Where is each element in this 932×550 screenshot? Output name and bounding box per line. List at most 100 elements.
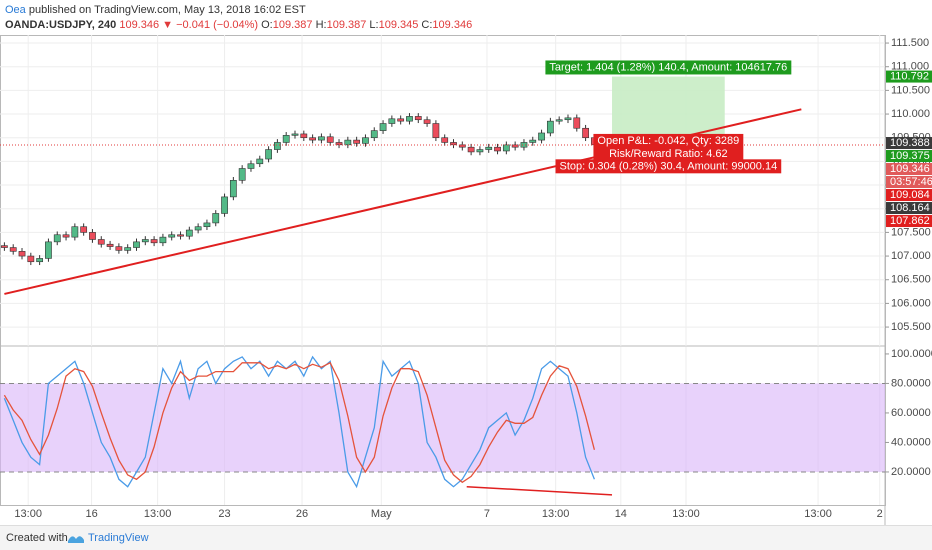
x-tick-label: 13:00 bbox=[144, 508, 172, 520]
candle-body bbox=[106, 243, 114, 247]
candle-body bbox=[318, 136, 325, 141]
candle-body bbox=[467, 146, 475, 153]
l-label: L: bbox=[369, 19, 379, 31]
candle-body bbox=[177, 234, 184, 237]
candle-body bbox=[36, 258, 44, 263]
candle-body bbox=[115, 246, 123, 251]
candle-body bbox=[564, 117, 572, 121]
candle-body bbox=[291, 133, 299, 136]
candle-body bbox=[441, 137, 449, 143]
o-label: O: bbox=[261, 19, 273, 31]
target-zone bbox=[612, 76, 725, 144]
axis-marker bbox=[886, 189, 932, 202]
axis-marker bbox=[886, 150, 932, 163]
x-tick-label: 26 bbox=[296, 508, 308, 520]
candle-body bbox=[370, 130, 378, 139]
axis-marker bbox=[886, 163, 932, 176]
y-tick-label: 106.000 bbox=[891, 297, 931, 309]
candle-body bbox=[62, 234, 70, 238]
axis-marker-label: 109.375 bbox=[890, 150, 930, 162]
y-tick-label: 110.000 bbox=[891, 108, 930, 120]
candle-body bbox=[511, 144, 519, 148]
candle-body bbox=[203, 222, 211, 228]
x-tick-label: 13:00 bbox=[804, 508, 832, 520]
candle-body bbox=[538, 132, 545, 141]
band-fill bbox=[0, 383, 885, 472]
candle-body bbox=[529, 139, 537, 143]
candle-body bbox=[388, 118, 396, 124]
candle-body bbox=[80, 226, 88, 233]
y-tick-label: 110.500 bbox=[891, 84, 930, 96]
candle-body bbox=[212, 213, 220, 224]
axis-marker-label: 109.388 bbox=[890, 137, 930, 149]
change: −0.041 (−0.04%) bbox=[176, 19, 259, 31]
candle-body bbox=[274, 142, 281, 150]
candle-body bbox=[485, 146, 493, 150]
y-tick-label: 111.500 bbox=[891, 37, 929, 49]
candle-body bbox=[335, 142, 343, 146]
chart: 13:00 16 13:00 23 26 May 7 13:00 14 13:00 13:00 2 10… bbox=[0, 35, 932, 525]
candle-body bbox=[221, 196, 228, 214]
candle-body bbox=[502, 144, 510, 152]
candle-body bbox=[282, 135, 290, 143]
symbol-line: OANDA:USDJPY, 240 109.346 ▼ −0.041 (−0.0… bbox=[5, 19, 472, 31]
candle-body bbox=[494, 146, 501, 152]
candle-body bbox=[546, 120, 554, 134]
stoch-line bbox=[3, 355, 596, 489]
o: 109.387 bbox=[272, 19, 313, 31]
axis-marker-label: 109.084 bbox=[890, 189, 930, 201]
candle-body bbox=[256, 158, 264, 165]
brand[interactable]: TradingView bbox=[88, 532, 149, 544]
candle-body bbox=[247, 163, 255, 169]
candle-body bbox=[141, 239, 149, 243]
candle-body bbox=[476, 149, 484, 153]
candle-body bbox=[194, 226, 202, 231]
position-label-bg bbox=[545, 60, 792, 75]
candle-body bbox=[124, 247, 132, 251]
x-tick-label: 16 bbox=[85, 508, 97, 520]
pnl-bg bbox=[593, 133, 744, 161]
h-label: H: bbox=[315, 19, 327, 31]
last: 109.346 bbox=[119, 19, 160, 31]
candle-body bbox=[168, 234, 176, 238]
candle-body bbox=[97, 239, 105, 245]
y-tick-label: 107.000 bbox=[891, 250, 931, 262]
y-tick-label: 106.500 bbox=[891, 274, 931, 286]
candle-body bbox=[406, 116, 413, 122]
axis-marker-label: 108.164 bbox=[890, 202, 930, 214]
pnl-label: Open P&L: -0.042, Qty: 3289 bbox=[597, 135, 739, 147]
candle-body bbox=[71, 226, 79, 238]
logo bbox=[68, 536, 84, 543]
candle-body bbox=[300, 133, 308, 139]
candle-body bbox=[520, 142, 528, 148]
candle-body bbox=[397, 118, 405, 122]
ratio-label: Risk/Reward Ratio: 4.62 bbox=[609, 148, 728, 160]
candle-body bbox=[18, 251, 26, 257]
x-tick-label: 14 bbox=[615, 508, 627, 520]
candle-body bbox=[573, 117, 581, 129]
trendline bbox=[466, 485, 613, 496]
candle-body bbox=[265, 149, 272, 160]
candle-body bbox=[45, 241, 52, 259]
author[interactable]: Oea bbox=[5, 4, 26, 16]
candle-body bbox=[326, 136, 334, 143]
candle-body bbox=[229, 180, 237, 198]
candle-body bbox=[185, 229, 193, 237]
axis-marker-label: 03:57:46 bbox=[890, 176, 932, 188]
candle-body bbox=[414, 116, 422, 121]
publish-line: Oea published on TradingView.com, May 13… bbox=[5, 4, 306, 16]
y-tick-label: 80.0000 bbox=[891, 377, 931, 389]
candle-body bbox=[423, 119, 431, 124]
arrow: ▼ bbox=[162, 19, 174, 31]
axis-marker-label: 109.346 bbox=[890, 163, 930, 175]
candle-body bbox=[582, 127, 589, 139]
x-tick-label: 13:00 bbox=[14, 508, 42, 520]
symbol: OANDA:USDJPY, 240 bbox=[5, 19, 117, 31]
h: 109.387 bbox=[326, 19, 367, 31]
candle-body bbox=[353, 139, 361, 144]
candle-body bbox=[379, 123, 387, 131]
candle-body bbox=[150, 239, 158, 244]
candle-body bbox=[344, 139, 352, 146]
c-label: C: bbox=[421, 19, 433, 31]
